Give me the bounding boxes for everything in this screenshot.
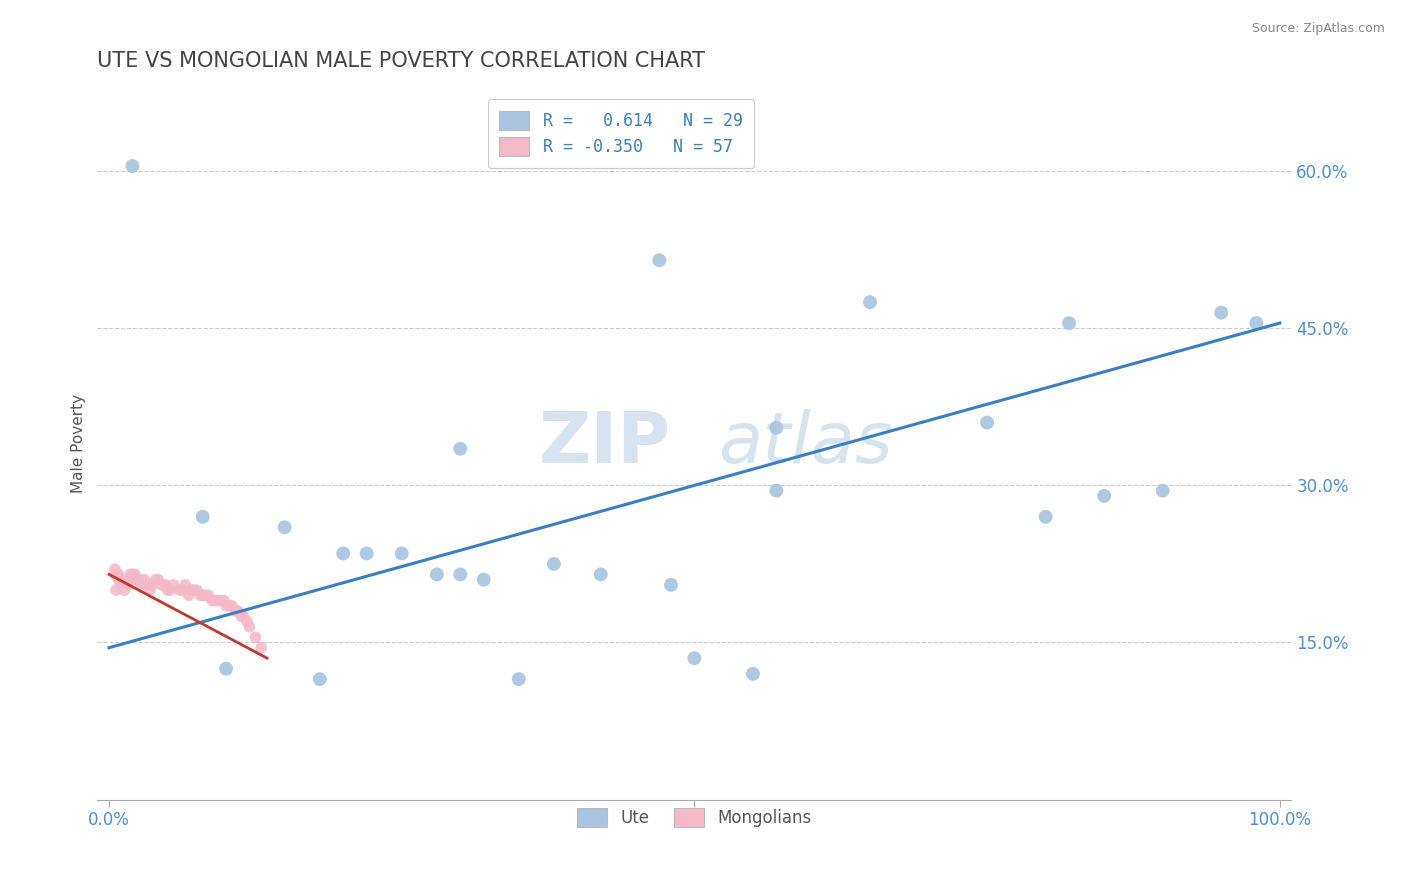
- Point: [391, 546, 413, 560]
- Point: [1092, 489, 1115, 503]
- Point: [118, 573, 141, 587]
- Point: [215, 599, 238, 613]
- Point: [145, 573, 167, 587]
- Point: [212, 593, 235, 607]
- Point: [150, 578, 173, 592]
- Point: [177, 588, 200, 602]
- Point: [543, 557, 565, 571]
- Point: [250, 640, 273, 655]
- Point: [976, 416, 998, 430]
- Point: [159, 583, 181, 598]
- Point: [104, 567, 127, 582]
- Point: [245, 630, 267, 644]
- Point: [224, 604, 246, 618]
- Point: [190, 588, 212, 602]
- Point: [226, 604, 249, 618]
- Point: [648, 253, 671, 268]
- Point: [121, 159, 143, 173]
- Point: [139, 583, 162, 598]
- Point: [162, 578, 184, 592]
- Text: ZIP: ZIP: [538, 409, 671, 478]
- Text: UTE VS MONGOLIAN MALE POVERTY CORRELATION CHART: UTE VS MONGOLIAN MALE POVERTY CORRELATIO…: [97, 51, 706, 70]
- Point: [107, 567, 129, 582]
- Point: [426, 567, 449, 582]
- Point: [589, 567, 612, 582]
- Point: [273, 520, 295, 534]
- Point: [742, 666, 765, 681]
- Point: [236, 615, 259, 629]
- Point: [174, 578, 197, 592]
- Point: [127, 573, 149, 587]
- Point: [107, 573, 129, 587]
- Point: [308, 672, 330, 686]
- Point: [120, 567, 142, 582]
- Point: [1152, 483, 1174, 498]
- Point: [186, 583, 208, 598]
- Point: [129, 578, 152, 592]
- Point: [332, 546, 354, 560]
- Point: [204, 593, 226, 607]
- Text: atlas: atlas: [718, 409, 893, 478]
- Point: [105, 567, 128, 582]
- Point: [508, 672, 530, 686]
- Point: [859, 295, 882, 310]
- Point: [141, 578, 163, 592]
- Point: [112, 573, 135, 587]
- Point: [1246, 316, 1268, 330]
- Point: [170, 583, 193, 598]
- Point: [191, 509, 214, 524]
- Point: [104, 562, 127, 576]
- Point: [232, 609, 254, 624]
- Text: Source: ZipAtlas.com: Source: ZipAtlas.com: [1251, 22, 1385, 36]
- Point: [191, 588, 214, 602]
- Point: [110, 578, 132, 592]
- Point: [156, 583, 179, 598]
- Point: [112, 583, 135, 598]
- Y-axis label: Male Poverty: Male Poverty: [72, 394, 86, 493]
- Point: [117, 578, 139, 592]
- Point: [1035, 509, 1057, 524]
- Point: [201, 593, 224, 607]
- Point: [135, 578, 157, 592]
- Point: [215, 662, 238, 676]
- Point: [134, 573, 156, 587]
- Point: [221, 599, 243, 613]
- Point: [124, 567, 146, 582]
- Point: [205, 593, 228, 607]
- Point: [121, 567, 143, 582]
- Point: [659, 578, 682, 592]
- Point: [183, 583, 205, 598]
- Point: [231, 609, 253, 624]
- Point: [449, 567, 471, 582]
- Point: [218, 599, 240, 613]
- Point: [148, 573, 170, 587]
- Point: [197, 588, 219, 602]
- Point: [1057, 316, 1080, 330]
- Point: [194, 588, 217, 602]
- Point: [238, 620, 260, 634]
- Point: [209, 593, 232, 607]
- Point: [115, 573, 138, 587]
- Point: [169, 583, 191, 598]
- Point: [683, 651, 706, 665]
- Point: [136, 578, 159, 592]
- Point: [765, 483, 787, 498]
- Point: [356, 546, 378, 560]
- Point: [105, 583, 128, 598]
- Point: [1211, 305, 1233, 319]
- Point: [121, 573, 143, 587]
- Point: [155, 578, 177, 592]
- Point: [180, 583, 202, 598]
- Legend: Ute, Mongolians: Ute, Mongolians: [571, 801, 818, 834]
- Point: [765, 421, 787, 435]
- Point: [472, 573, 495, 587]
- Point: [449, 442, 471, 456]
